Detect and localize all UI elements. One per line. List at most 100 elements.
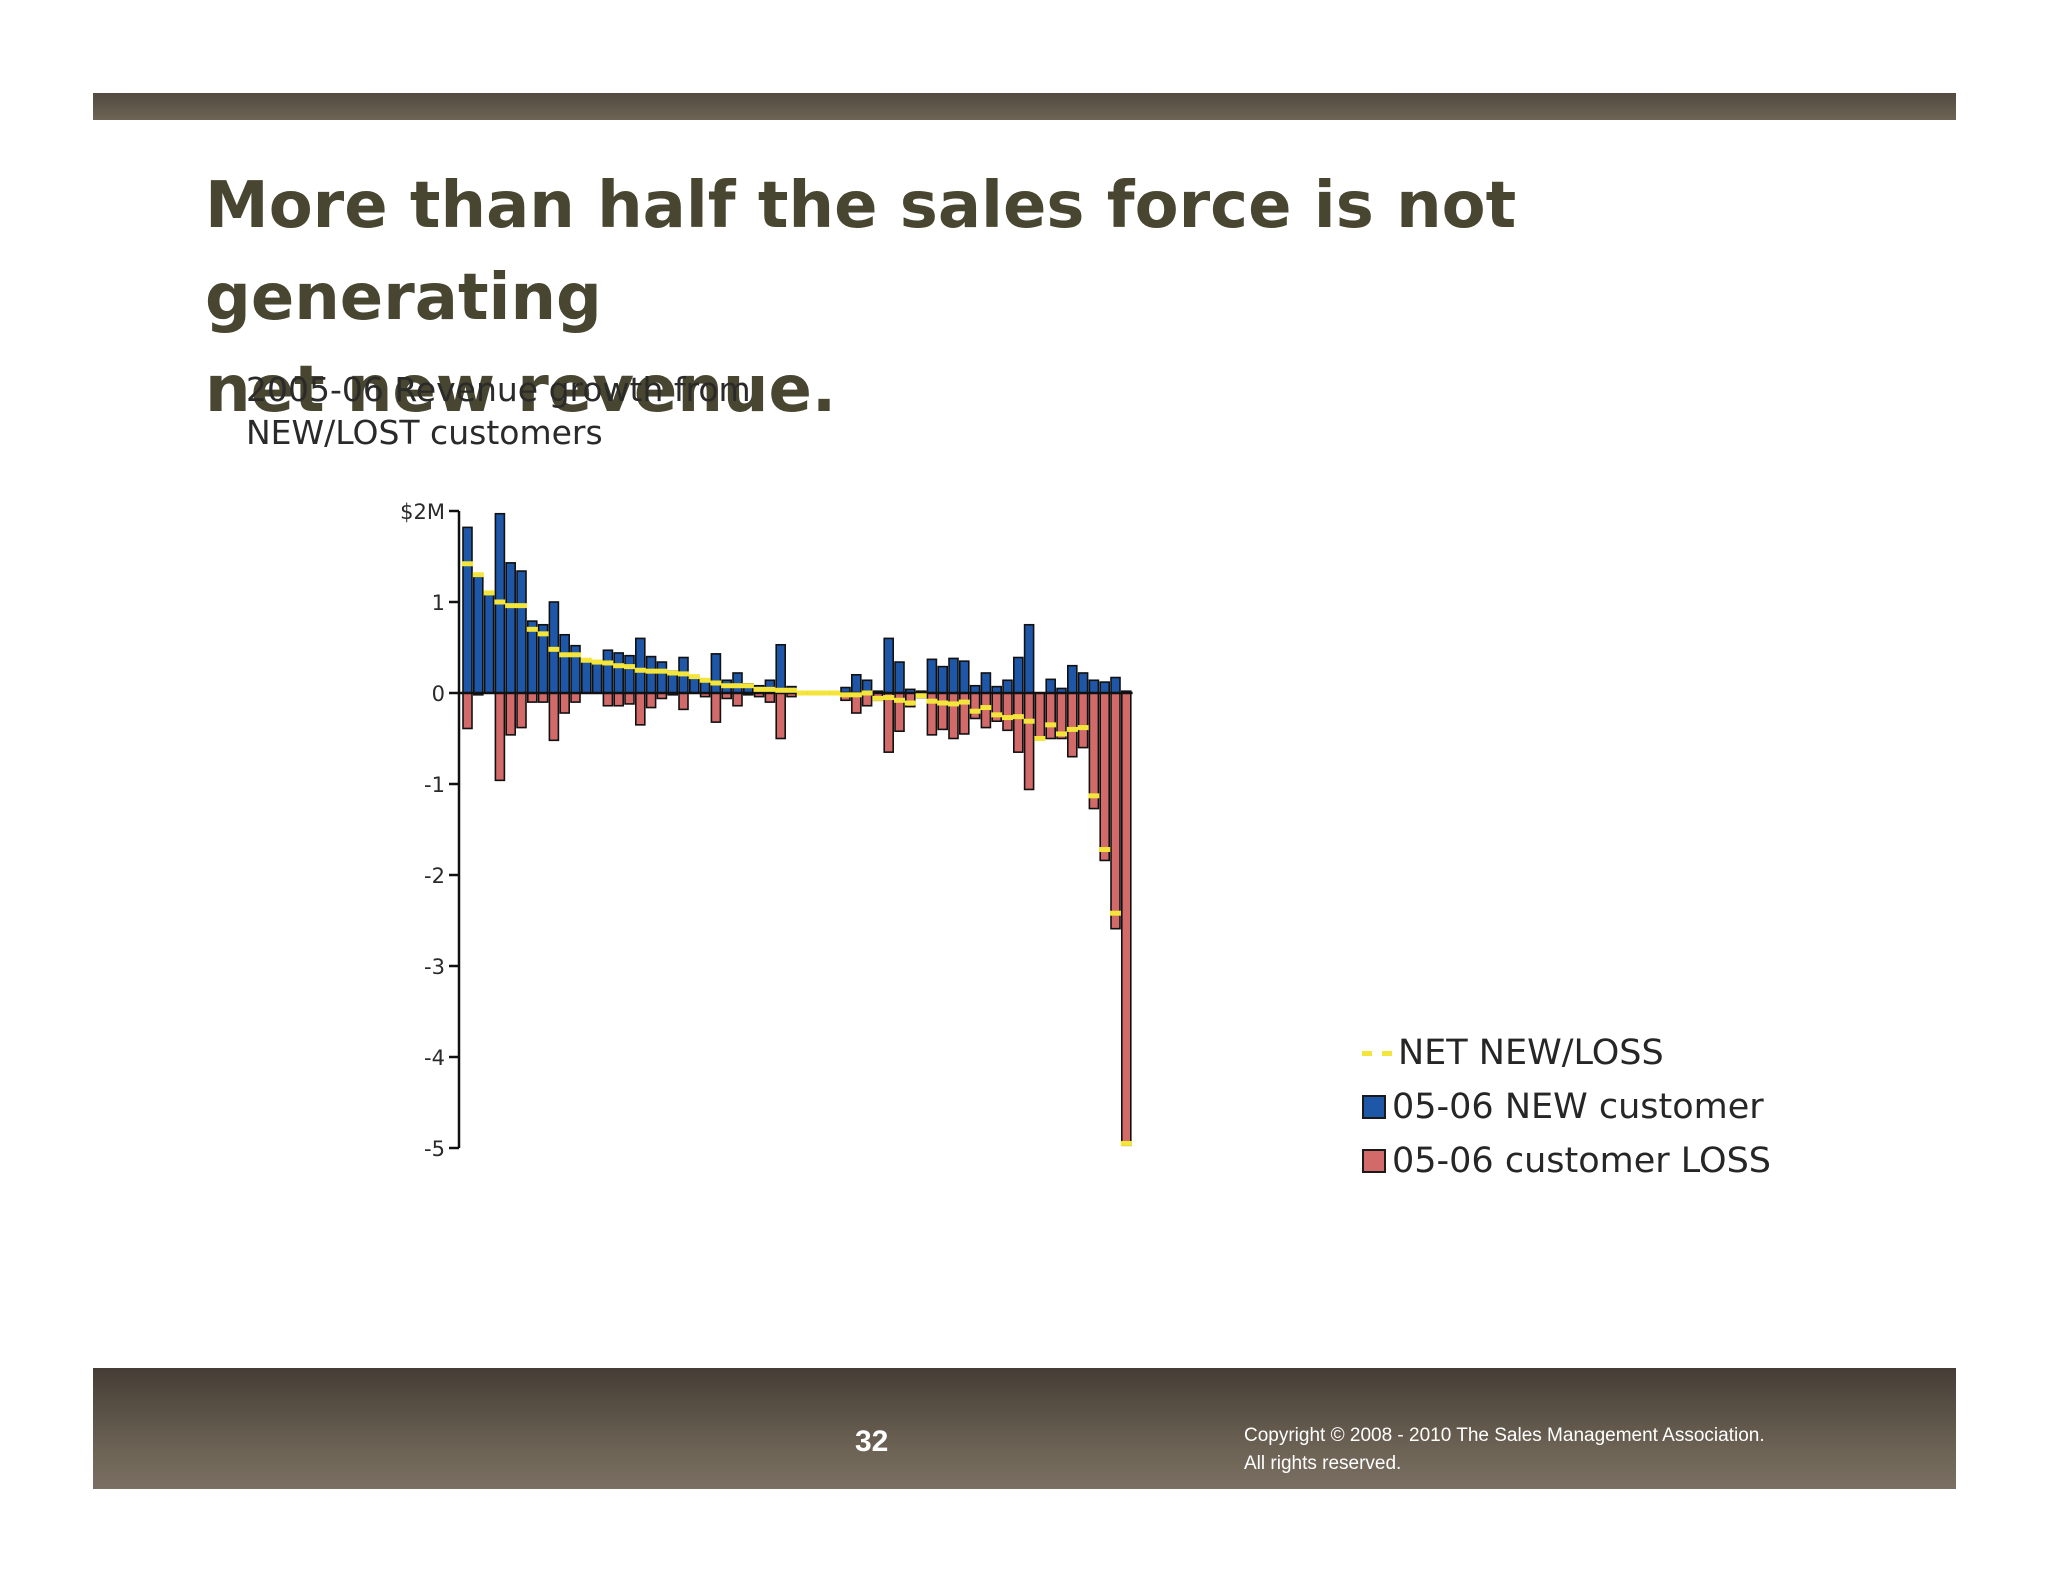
- legend-item-new: 05-06 NEW customer: [1362, 1080, 1771, 1134]
- new-bar: [937, 665, 949, 694]
- loss-bar: [969, 692, 981, 720]
- y-tick-label: -4: [424, 1046, 445, 1070]
- chart-title-line1: 2005-06 Revenue growth from: [246, 370, 751, 409]
- loss-bar: [548, 692, 560, 742]
- loss-bar: [678, 692, 689, 711]
- loss-bar: [602, 692, 614, 707]
- slide-title-line2: net new revenue.: [205, 353, 837, 427]
- new-bar: [516, 570, 527, 694]
- loss-bar: [1088, 692, 1100, 810]
- loss-bar: [732, 692, 743, 707]
- loss-bar: [958, 692, 970, 735]
- legend-new-swatch: [1362, 1095, 1386, 1119]
- loss-bar: [1045, 692, 1056, 740]
- loss-bar: [1110, 692, 1121, 930]
- loss-bar: [1099, 692, 1110, 862]
- new-bar: [1099, 681, 1110, 694]
- new-bar: [1012, 656, 1024, 694]
- new-bar: [580, 659, 592, 694]
- new-bar: [656, 661, 668, 694]
- new-bar: [624, 654, 635, 694]
- chart-legend: NET NEW/LOSS 05-06 NEW customer 05-06 cu…: [1362, 1026, 1771, 1188]
- chart-title: 2005-06 Revenue growth from NEW/LOST cus…: [246, 368, 751, 454]
- new-bar: [1045, 678, 1056, 694]
- footer-bar: [93, 1368, 1956, 1489]
- header-bar: [93, 93, 1956, 120]
- new-bar: [559, 633, 571, 694]
- loss-bar: [613, 692, 625, 707]
- loss-bar: [537, 692, 549, 703]
- loss-bar: [1034, 692, 1046, 740]
- loss-bar: [883, 692, 895, 753]
- new-bar: [883, 637, 895, 694]
- loss-bar: [1002, 692, 1013, 732]
- new-bar: [894, 661, 905, 694]
- loss-bar: [559, 692, 571, 714]
- loss-bar: [937, 692, 949, 731]
- new-bar: [1002, 679, 1013, 694]
- new-bar: [1110, 676, 1121, 694]
- page-number: 32: [855, 1425, 889, 1458]
- legend-net-swatch: [1362, 1050, 1392, 1056]
- copyright-line1: Copyright © 2008 - 2010 The Sales Manage…: [1244, 1425, 1765, 1446]
- legend-net-label: NET NEW/LOSS: [1398, 1033, 1664, 1073]
- new-bar: [591, 661, 603, 694]
- new-bar: [472, 575, 484, 694]
- new-bar: [602, 649, 614, 694]
- y-tick-label: -2: [424, 864, 445, 888]
- new-bar: [1067, 664, 1078, 694]
- new-bar: [980, 672, 992, 694]
- legend-loss-label: 05-06 customer LOSS: [1392, 1141, 1772, 1181]
- y-tick-label: 1: [432, 591, 445, 615]
- legend-item-net: NET NEW/LOSS: [1362, 1026, 1771, 1080]
- loss-bar: [526, 692, 538, 703]
- copyright-line2: All rights reserved.: [1244, 1453, 1402, 1474]
- loss-bar: [1012, 692, 1024, 753]
- new-bar: [1023, 623, 1035, 694]
- chart-title-line2: NEW/LOST customers: [246, 413, 603, 452]
- y-tick-label: $2M: [400, 500, 445, 524]
- new-bar: [634, 637, 646, 694]
- y-tick-label: -3: [424, 955, 445, 979]
- new-bar: [1077, 672, 1089, 694]
- y-tick-label: -1: [424, 773, 445, 797]
- new-bar: [613, 652, 625, 694]
- new-bar: [775, 643, 787, 694]
- new-bar: [645, 655, 657, 694]
- new-bar: [948, 657, 959, 694]
- loss-bar: [775, 692, 787, 740]
- loss-bar: [948, 692, 959, 740]
- y-tick-label: -5: [424, 1137, 445, 1161]
- loss-bar: [624, 692, 635, 705]
- loss-bar: [645, 692, 657, 709]
- loss-bar: [710, 692, 722, 723]
- loss-bar: [516, 692, 527, 729]
- new-bar: [462, 526, 473, 694]
- revenue-chart: $2M 1 0 -1 -2 -3 -4 -5: [400, 500, 1133, 1161]
- slide-title-line1: More than half the sales force is not ge…: [205, 169, 1517, 335]
- loss-bar: [505, 692, 517, 736]
- new-bar: [958, 660, 970, 694]
- new-bar: [710, 653, 722, 694]
- new-bar: [505, 562, 517, 694]
- loss-bar: [462, 692, 473, 730]
- loss-bar: [1067, 692, 1078, 758]
- loss-bar: [764, 692, 776, 703]
- y-tick-label: 0: [432, 682, 445, 706]
- loss-bar: [980, 692, 992, 729]
- new-bar: [483, 592, 495, 694]
- legend-loss-swatch: [1362, 1149, 1386, 1173]
- new-bar: [1088, 679, 1100, 694]
- loss-bar: [1077, 692, 1089, 749]
- legend-item-loss: 05-06 customer LOSS: [1362, 1134, 1771, 1188]
- loss-bar: [634, 692, 646, 726]
- legend-new-label: 05-06 NEW customer: [1392, 1087, 1764, 1127]
- loss-bar: [1121, 692, 1132, 1147]
- slide-title: More than half the sales force is not ge…: [205, 160, 1905, 436]
- loss-bar: [570, 692, 581, 703]
- new-bar: [732, 672, 743, 694]
- loss-bar: [1023, 692, 1035, 791]
- loss-bar: [494, 692, 506, 782]
- new-bar: [526, 620, 538, 694]
- copyright-notice: Copyright © 2008 - 2010 The Sales Manage…: [1244, 1422, 1765, 1478]
